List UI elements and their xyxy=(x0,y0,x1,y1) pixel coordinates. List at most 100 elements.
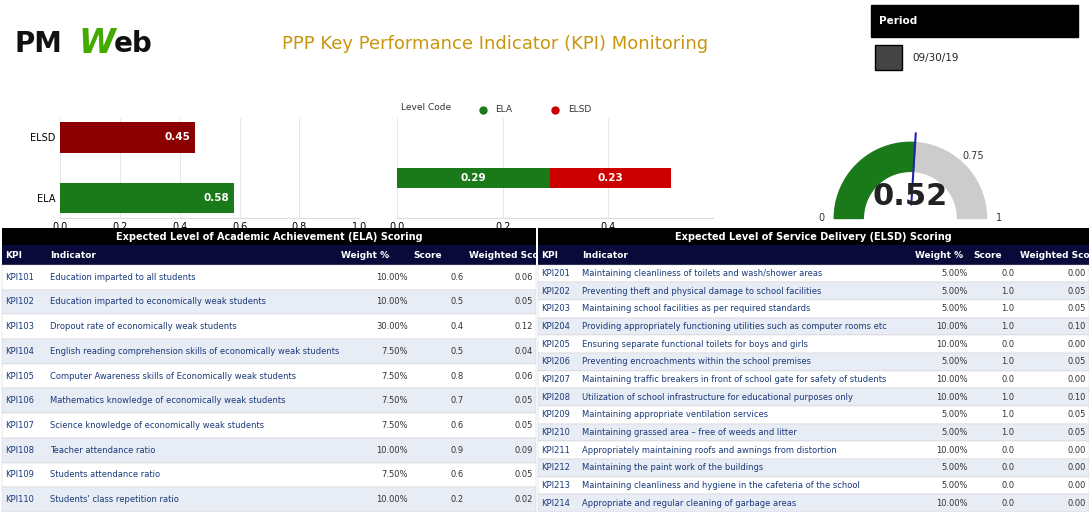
Text: Expected Level of Service Delivery (ELSD) Scoring: Expected Level of Service Delivery (ELSD… xyxy=(675,231,952,242)
Bar xyxy=(2,245,536,265)
Text: 1.0: 1.0 xyxy=(1002,322,1015,331)
Bar xyxy=(2,314,536,339)
Text: Students' class repetition ratio: Students' class repetition ratio xyxy=(50,495,179,504)
Bar xyxy=(538,300,1089,318)
Bar xyxy=(2,487,536,512)
Text: 09/30/19: 09/30/19 xyxy=(913,53,959,63)
Text: Maintaining school facilities as per required standards: Maintaining school facilities as per req… xyxy=(582,305,810,313)
Text: PM: PM xyxy=(14,30,62,57)
Bar xyxy=(397,167,550,187)
Text: 0.5: 0.5 xyxy=(451,347,464,356)
FancyBboxPatch shape xyxy=(871,5,1078,37)
Text: Providing appropriately functioning utilities such as computer rooms etc: Providing appropriately functioning util… xyxy=(582,322,886,331)
Text: Consolidated Performance and Payment Percentage: Consolidated Performance and Payment Per… xyxy=(793,100,1028,109)
Text: 7.50%: 7.50% xyxy=(381,372,407,380)
Text: 0.6: 0.6 xyxy=(451,471,464,479)
Text: Weight %: Weight % xyxy=(916,250,964,260)
Polygon shape xyxy=(834,142,915,219)
FancyBboxPatch shape xyxy=(876,45,902,71)
Text: 0.0: 0.0 xyxy=(1002,445,1015,455)
Text: KPI101: KPI101 xyxy=(4,273,34,282)
Text: Ensuring separate functional toilets for boys and girls: Ensuring separate functional toilets for… xyxy=(582,340,808,349)
Text: 0.09: 0.09 xyxy=(515,445,534,455)
Text: 10.00%: 10.00% xyxy=(937,393,968,402)
Bar xyxy=(550,167,671,187)
Bar xyxy=(538,389,1089,406)
Text: KPI204: KPI204 xyxy=(541,322,570,331)
Text: 1.0: 1.0 xyxy=(1002,411,1015,419)
Text: 1.0: 1.0 xyxy=(1002,357,1015,367)
Text: KPI105: KPI105 xyxy=(4,372,34,380)
Text: 1.0: 1.0 xyxy=(1002,287,1015,296)
Text: W: W xyxy=(78,27,115,60)
Text: 0.02: 0.02 xyxy=(515,495,534,504)
Text: 10.00%: 10.00% xyxy=(376,273,407,282)
Text: ELA: ELA xyxy=(495,105,513,114)
Bar xyxy=(2,462,536,487)
Text: 0.52: 0.52 xyxy=(872,182,949,211)
Text: 0.00: 0.00 xyxy=(1068,269,1086,278)
Text: 0.05: 0.05 xyxy=(515,471,534,479)
Text: Utilization of school infrastructure for educational purposes only: Utilization of school infrastructure for… xyxy=(582,393,853,402)
Bar xyxy=(2,438,536,462)
Text: KPI110: KPI110 xyxy=(4,495,34,504)
Text: 0.05: 0.05 xyxy=(1068,357,1086,367)
Text: Preventing theft and physical damage to school facilities: Preventing theft and physical damage to … xyxy=(582,287,821,296)
Bar xyxy=(2,228,536,245)
Text: 0.0: 0.0 xyxy=(1002,499,1015,508)
Bar xyxy=(538,406,1089,424)
Bar xyxy=(538,353,1089,371)
Text: Weight %: Weight % xyxy=(341,250,389,260)
Text: KPI211: KPI211 xyxy=(541,445,570,455)
Text: 10.00%: 10.00% xyxy=(376,445,407,455)
Text: 5.00%: 5.00% xyxy=(941,287,968,296)
Text: KPI214: KPI214 xyxy=(541,499,570,508)
Text: KPI102: KPI102 xyxy=(4,297,34,306)
Text: Education imparted to economically weak students: Education imparted to economically weak … xyxy=(50,297,266,306)
Text: KPI108: KPI108 xyxy=(4,445,34,455)
Bar xyxy=(2,265,536,289)
Text: English reading comprehension skills of economically weak students: English reading comprehension skills of … xyxy=(50,347,340,356)
Text: 0.0: 0.0 xyxy=(1002,481,1015,490)
Text: Maintaining traffic breakers in front of school gate for safety of students: Maintaining traffic breakers in front of… xyxy=(582,375,886,384)
Text: Level Code: Level Code xyxy=(401,103,451,112)
Text: 0.2: 0.2 xyxy=(451,495,464,504)
Text: 0.58: 0.58 xyxy=(204,193,229,203)
Text: 0.00: 0.00 xyxy=(1068,340,1086,349)
Bar xyxy=(538,371,1089,389)
Text: 1.0: 1.0 xyxy=(1002,393,1015,402)
Text: 0.29: 0.29 xyxy=(461,173,487,183)
Bar xyxy=(538,318,1089,335)
Text: 0.00: 0.00 xyxy=(1068,481,1086,490)
Text: 5.00%: 5.00% xyxy=(941,481,968,490)
Text: 0.23: 0.23 xyxy=(598,173,624,183)
Bar xyxy=(2,289,536,314)
Text: KPI201: KPI201 xyxy=(541,269,570,278)
Text: 10.00%: 10.00% xyxy=(937,322,968,331)
Text: 10.00%: 10.00% xyxy=(937,375,968,384)
Text: 0.75: 0.75 xyxy=(963,151,984,161)
Text: Maintaining cleanliness and hygiene in the cafeteria of the school: Maintaining cleanliness and hygiene in t… xyxy=(582,481,860,490)
Text: Indicator: Indicator xyxy=(50,250,96,260)
Text: Maintaining the paint work of the buildings: Maintaining the paint work of the buildi… xyxy=(582,463,763,473)
Text: KPI205: KPI205 xyxy=(541,340,570,349)
Bar xyxy=(538,245,1089,265)
Text: PPP Key Performance Indicator (KPI) Monitoring: PPP Key Performance Indicator (KPI) Moni… xyxy=(282,34,709,53)
Text: Preventing encroachments within the school premises: Preventing encroachments within the scho… xyxy=(582,357,811,367)
Text: KPI206: KPI206 xyxy=(541,357,570,367)
Text: 0.00: 0.00 xyxy=(1068,375,1086,384)
Text: KPI103: KPI103 xyxy=(4,322,34,331)
Text: Score: Score xyxy=(413,250,442,260)
Text: Dropout rate of economically weak students: Dropout rate of economically weak studen… xyxy=(50,322,237,331)
Text: 0.05: 0.05 xyxy=(515,297,534,306)
Text: 0.0: 0.0 xyxy=(1002,340,1015,349)
Text: KPI207: KPI207 xyxy=(541,375,570,384)
Text: 0.7: 0.7 xyxy=(451,396,464,406)
Text: 5.00%: 5.00% xyxy=(941,411,968,419)
Bar xyxy=(538,265,1089,283)
Text: eb: eb xyxy=(113,30,152,57)
Text: KPI: KPI xyxy=(4,250,22,260)
Text: Weighted Score: Weighted Score xyxy=(1020,250,1089,260)
Text: 0.0: 0.0 xyxy=(1002,269,1015,278)
Text: Computer Awareness skills of Economically weak students: Computer Awareness skills of Economicall… xyxy=(50,372,296,380)
